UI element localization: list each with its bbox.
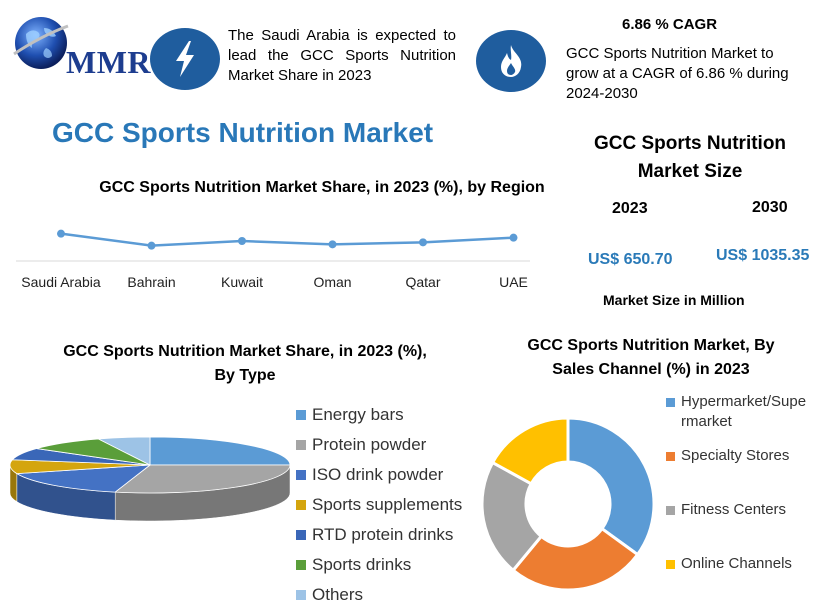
- pie-slice-others: [97, 436, 151, 466]
- legend-swatch: [296, 590, 306, 600]
- mmr-logo: MMR: [6, 6, 151, 80]
- legend-swatch: [296, 560, 306, 570]
- legend-item-sports-drinks: Sports drinks: [296, 555, 411, 575]
- legend-swatch: [666, 560, 675, 569]
- legend-label: Fitness Centers: [681, 501, 787, 518]
- data-point-oman: [328, 240, 337, 249]
- legend-item-others: Others: [296, 585, 363, 605]
- legend-swatch: [666, 452, 675, 461]
- market-size-note: Market Size in Million: [603, 292, 745, 308]
- year-2030: 2030: [752, 199, 788, 216]
- market-size-title: GCC Sports Nutrition Market Size: [593, 133, 787, 182]
- legend-item-protein-powder: Protein powder: [296, 435, 426, 455]
- legend-label: RTD protein drinks: [312, 525, 454, 544]
- lightning-icon: [150, 28, 220, 90]
- x-tick-label: UAE: [499, 274, 528, 290]
- legend-item-specialty-stores: Specialty Stores: [666, 446, 789, 466]
- donut-slice-online-channels: [490, 416, 570, 486]
- type-pie-chart: [9, 436, 291, 522]
- x-tick-label: Oman: [313, 274, 351, 290]
- legend-swatch: [296, 470, 306, 480]
- legend-swatch: [296, 410, 306, 420]
- x-tick-label: Qatar: [405, 274, 440, 290]
- legend-item-hypermarket-supermarket: Hypermarket/Supe rmarket: [666, 392, 806, 432]
- legend-item-fitness-centers: Fitness Centers: [666, 500, 786, 520]
- legend-label: Sports supplements: [312, 495, 463, 514]
- pie-slice-protein-powder: [114, 464, 291, 494]
- year-2023: 2023: [612, 200, 648, 217]
- x-tick-label: Bahrain: [127, 274, 175, 290]
- legend-swatch: [666, 398, 675, 407]
- donut-slice-specialty-stores: [511, 526, 640, 592]
- legend-item-iso-drink-powder: ISO drink powder: [296, 465, 443, 485]
- globe-icon: [13, 17, 69, 69]
- channel-chart-title: GCC Sports Nutrition Market, By Sales Ch…: [527, 337, 775, 378]
- legend-item-energy-bars: Energy bars: [296, 405, 404, 425]
- legend-label: Hypermarket/Supe rmarket: [681, 393, 807, 430]
- legend-item-online-channels: Online Channels: [666, 554, 792, 574]
- highlight-text: The Saudi Arabia is expected to lead the…: [228, 27, 456, 84]
- legend-label: Specialty Stores: [681, 447, 790, 464]
- donut-slice-hypermarket-supermarket: [566, 416, 656, 557]
- legend-swatch: [666, 506, 675, 515]
- legend-item-rtd-protein-drinks: RTD protein drinks: [296, 525, 453, 545]
- legend-label: Online Channels: [681, 555, 792, 572]
- legend-label: Others: [312, 585, 364, 604]
- data-point-saudi-arabia: [57, 229, 65, 238]
- flame-icon: [476, 30, 546, 92]
- legend-swatch: [296, 530, 306, 540]
- legend-label: Protein powder: [312, 435, 427, 454]
- value-2030: US$ 1035.35: [716, 247, 810, 264]
- legend-item-sports-supplements: Sports supplements: [296, 495, 462, 515]
- region-line-chart: Saudi Arabia Bahrain Kuwait Oman Qatar UAE: [16, 229, 530, 290]
- data-point-bahrain: [147, 241, 156, 250]
- pie-slice-sports-drinks: [36, 438, 151, 466]
- logo-text: MMR: [66, 44, 152, 80]
- legend-swatch: [296, 500, 306, 510]
- channel-donut-chart: [480, 416, 656, 592]
- type-chart-title: GCC Sports Nutrition Market Share, in 20…: [63, 343, 427, 384]
- legend-label: ISO drink powder: [312, 465, 444, 484]
- data-point-kuwait: [238, 237, 246, 245]
- data-point-uae: [509, 233, 518, 242]
- cagr-text: GCC Sports Nutrition Market to grow at a…: [566, 45, 789, 102]
- cagr-title: 6.86 % CAGR: [622, 16, 718, 33]
- legend-label: Energy bars: [312, 405, 404, 424]
- pie-slice-energy-bars: [149, 436, 291, 466]
- region-chart-title: GCC Sports Nutrition Market Share, in 20…: [99, 179, 545, 196]
- x-tick-label: Saudi Arabia: [21, 274, 101, 290]
- page-title: GCC Sports Nutrition Market: [52, 117, 434, 148]
- legend-label: Sports drinks: [312, 555, 412, 574]
- series-line: [60, 232, 514, 247]
- data-point-qatar: [419, 238, 427, 247]
- x-tick-label: Kuwait: [221, 274, 263, 290]
- value-2023: US$ 650.70: [588, 251, 673, 268]
- donut-slice-fitness-centers: [480, 460, 544, 573]
- legend-swatch: [296, 440, 306, 450]
